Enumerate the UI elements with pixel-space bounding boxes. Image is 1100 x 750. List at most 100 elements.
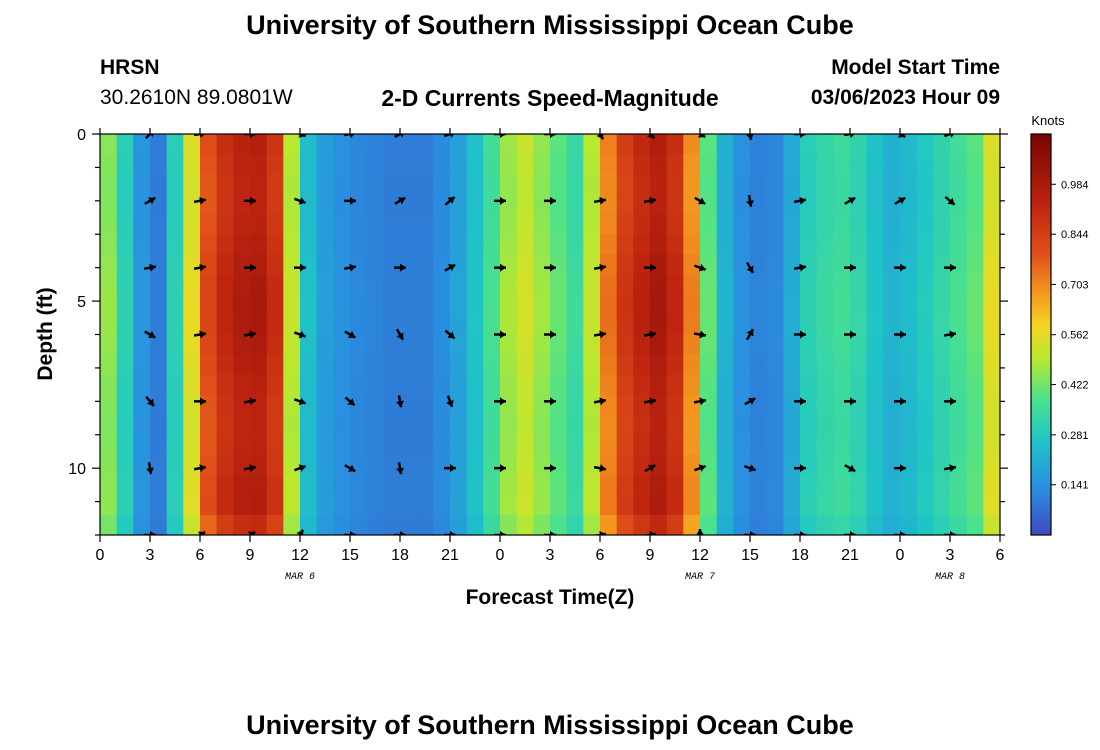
heatmap-cell [250, 414, 268, 436]
heatmap-cell [633, 294, 651, 316]
current-vector [943, 464, 957, 473]
current-vector [444, 263, 456, 272]
current-vector [193, 330, 207, 339]
heatmap-cell [400, 494, 418, 516]
heatmap-cell [883, 314, 901, 336]
heatmap-cell [650, 374, 668, 396]
heatmap-cell [116, 474, 134, 496]
heatmap-cell [383, 174, 401, 195]
heatmap-cell [950, 174, 968, 195]
heatmap-cell [100, 434, 118, 456]
heatmap-cell [633, 414, 651, 436]
heatmap-cell [300, 154, 318, 175]
heatmap-cell [900, 394, 918, 416]
heatmap-cell [850, 474, 868, 496]
current-vector [744, 397, 756, 406]
heatmap-cell [483, 414, 501, 436]
heatmap-cell [516, 334, 534, 356]
heatmap-cell [600, 334, 618, 356]
heatmap-cell [266, 494, 284, 516]
heatmap-cell [700, 474, 718, 496]
heatmap-cell [666, 214, 684, 235]
current-vector [544, 134, 556, 138]
heatmap-cell [933, 314, 951, 336]
heatmap-cell [450, 134, 468, 155]
heatmap-cell [716, 174, 734, 195]
heatmap-cell [816, 454, 834, 476]
heatmap-cell [633, 194, 651, 215]
heatmap-cell [150, 134, 168, 155]
current-speed-heatmap-chart: 0 3 6 9 12 15 18 21 0 3 6 9 12 15 18 21 0 3 6 MAR 6 MAR 7 MAR… [34, 113, 1089, 609]
heatmap-cell [550, 254, 568, 275]
heatmap-cell [616, 274, 634, 295]
heatmap-cell [566, 374, 584, 396]
heatmap-cell [750, 314, 768, 336]
heatmap-cell [866, 494, 884, 516]
heatmap-cell [450, 434, 468, 456]
heatmap-cell [400, 454, 418, 476]
heatmap-cell [466, 314, 484, 336]
heatmap-cell [916, 394, 934, 416]
heatmap-cell [250, 494, 268, 516]
heatmap-cell [316, 394, 334, 416]
heatmap-cell [616, 374, 634, 396]
heatmap-cell [150, 174, 168, 195]
heatmap-cell [266, 434, 284, 456]
heatmap-cell [450, 354, 468, 376]
heatmap-cell [116, 254, 134, 275]
heatmap-cell [100, 314, 118, 336]
heatmap-cell [800, 514, 818, 535]
x-tick-label: 0 [96, 547, 105, 564]
heatmap-cell [983, 514, 1000, 535]
heatmap-cell [383, 194, 401, 215]
heatmap-cell [300, 274, 318, 295]
heatmap-cell [516, 354, 534, 376]
current-vector [894, 330, 906, 339]
heatmap-cell [100, 234, 118, 255]
heatmap-cell [983, 494, 1000, 516]
heatmap-cell [633, 434, 651, 456]
heatmap-cell [166, 334, 184, 356]
heatmap-cell [766, 314, 784, 336]
heatmap-cell [483, 494, 501, 516]
heatmap-cell [833, 514, 851, 535]
heatmap-cell [933, 174, 951, 195]
heatmap-cell [933, 494, 951, 516]
heatmap-cell [250, 514, 268, 535]
heatmap-cell [983, 134, 1000, 155]
heatmap-cell [916, 294, 934, 316]
heatmap-cell [200, 394, 218, 416]
x-tick-label: 21 [441, 547, 459, 564]
current-vector [943, 330, 957, 339]
heatmap-cell [200, 374, 218, 396]
heatmap-cell [450, 294, 468, 316]
heatmap-cell [966, 334, 984, 356]
heatmap-cell [233, 454, 251, 476]
heatmap-cell [283, 394, 301, 416]
heatmap-cell [716, 474, 734, 496]
heatmap-cell [350, 294, 368, 316]
heatmap-cell [783, 434, 801, 456]
heatmap-cell [283, 174, 301, 195]
heatmap-cell [966, 194, 984, 215]
heatmap-cell [300, 254, 318, 275]
heatmap-cell [1000, 495, 1017, 516]
heatmap-cell [283, 214, 301, 235]
heatmap-cell [766, 354, 784, 376]
heatmap-cell [366, 154, 384, 175]
heatmap-cell [700, 154, 718, 175]
heatmap-cell [250, 474, 268, 496]
current-vector [894, 263, 906, 272]
heatmap-cell [433, 394, 451, 416]
heatmap-cell [500, 234, 518, 255]
x-tick-label: 9 [246, 547, 255, 564]
heatmap-cell [583, 394, 601, 416]
heatmap-cell [183, 254, 201, 275]
heatmap-cell [100, 374, 118, 396]
current-vector [494, 464, 506, 473]
heatmap-cell [266, 374, 284, 396]
heatmap-cell [483, 174, 501, 195]
heatmap-cell [183, 194, 201, 215]
heatmap-cell [150, 214, 168, 235]
heatmap-cell [1000, 375, 1017, 396]
